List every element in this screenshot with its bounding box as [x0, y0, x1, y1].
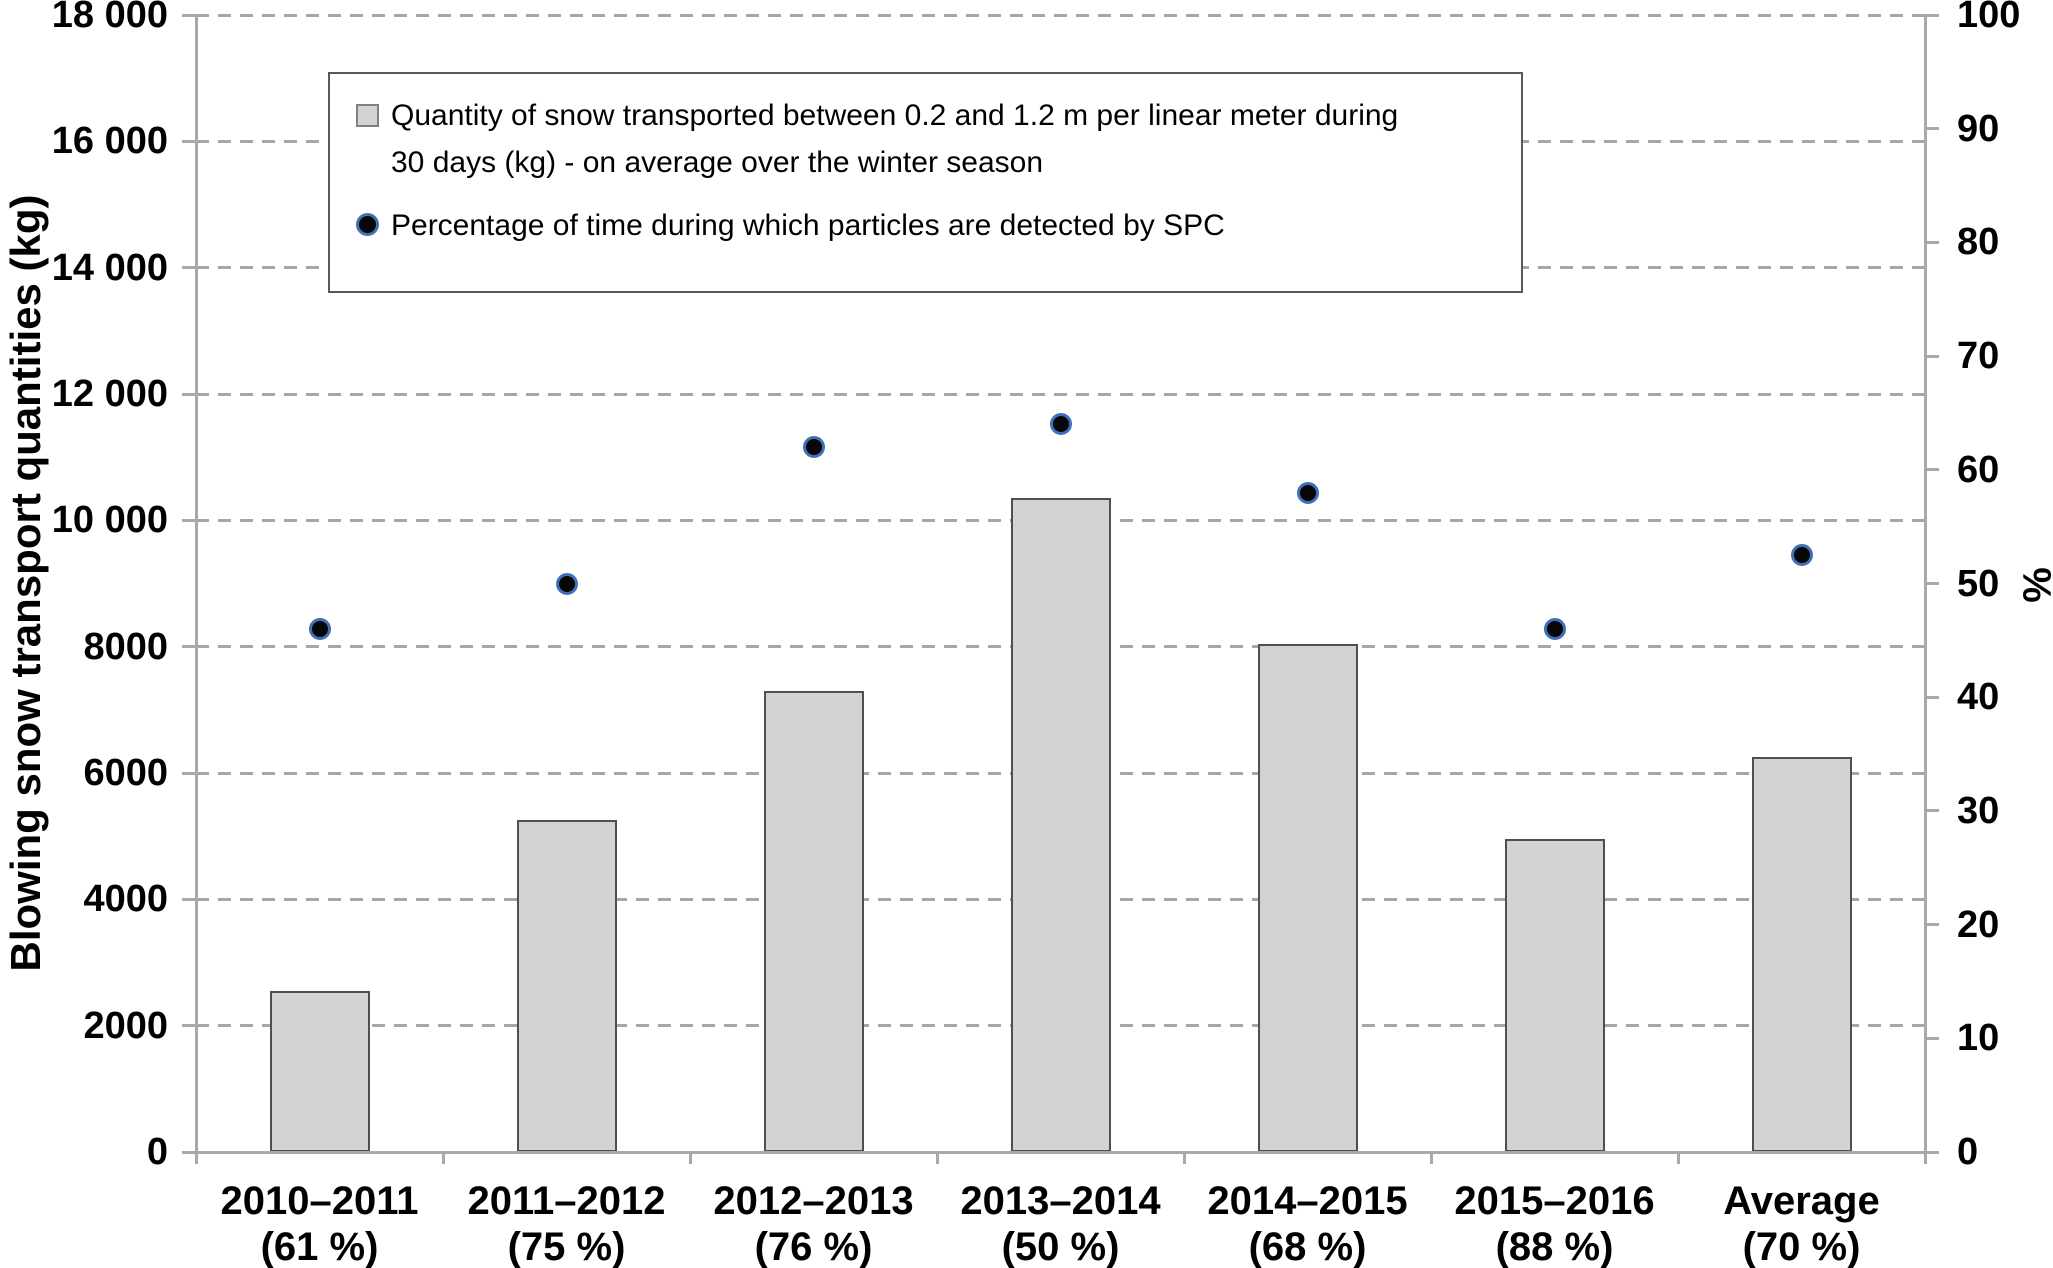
bar-2013–2014 — [1010, 498, 1111, 1152]
right-axis-tick-label: 40 — [1957, 676, 2000, 719]
spc-dot-2010–2011 — [308, 617, 331, 640]
right-axis-tick-label: 100 — [1957, 0, 2021, 36]
right-axis-tick-label: 80 — [1957, 221, 2000, 264]
bar-series-legend-marker — [356, 104, 379, 127]
right-axis-tick — [1925, 582, 1939, 585]
bar-2011–2012 — [516, 820, 617, 1152]
bar-Average — [1751, 757, 1852, 1152]
right-axis-tick-label: 0 — [1957, 1131, 1979, 1173]
left-axis-tick — [182, 518, 196, 522]
right-axis-tick — [1925, 1036, 1939, 1040]
x-category-label-Average: Average (70 %) — [1723, 1179, 1880, 1268]
left-axis-tick-label: 4000 — [83, 878, 168, 921]
spc-dot-2015–2016 — [1543, 617, 1566, 640]
right-axis-tick-label: 90 — [1957, 107, 2000, 150]
x-category-label-2010–2011: 2010–2011 (61 %) — [220, 1179, 419, 1268]
right-axis-tick — [1925, 1150, 1939, 1154]
x-axis-tick — [1429, 1152, 1433, 1164]
spc-dot-2012–2013 — [802, 436, 825, 459]
bar-2010–2011 — [269, 990, 370, 1152]
right-axis-tick-label: 10 — [1957, 1017, 2000, 1060]
y-gridline-18000 — [196, 13, 1925, 17]
legend-label-snow-quantity: Quantity of snow transported between 0.2… — [391, 99, 1399, 179]
left-axis-tick-label: 14 000 — [51, 246, 168, 289]
x-category-label-2013–2014: 2013–2014 (50 %) — [960, 1179, 1161, 1268]
left-y-axis-title: Blowing snow transport quantities (kg) — [2, 194, 49, 972]
x-axis-tick — [194, 1152, 198, 1164]
right-axis-tick-label: 20 — [1957, 903, 2000, 946]
left-axis-tick — [182, 13, 196, 17]
y-gridline-12000 — [196, 392, 1925, 396]
right-axis-tick-label: 70 — [1957, 335, 2000, 378]
right-axis-tick-label: 60 — [1957, 448, 2000, 491]
x-category-label-2012–2013: 2012–2013 (76 %) — [713, 1179, 914, 1268]
left-axis-tick — [182, 1150, 196, 1154]
left-axis-tick-label: 2000 — [83, 1004, 168, 1047]
left-y-axis-line — [194, 15, 198, 1164]
x-category-label-2014–2015: 2014–2015 (68 %) — [1207, 1179, 1408, 1268]
right-axis-tick — [1925, 354, 1939, 358]
right-axis-tick — [1925, 127, 1939, 131]
right-y-axis-line — [1923, 15, 1927, 1164]
spc-dot-Average — [1790, 544, 1813, 567]
x-axis-tick — [1182, 1152, 1186, 1164]
bar-2014–2015 — [1257, 643, 1358, 1152]
left-axis-tick-label: 8000 — [83, 625, 168, 668]
right-axis-tick — [1925, 923, 1939, 927]
bar-2012–2013 — [763, 690, 864, 1152]
left-axis-tick — [182, 897, 196, 901]
x-category-label-2015–2016: 2015–2016 (88 %) — [1454, 1179, 1655, 1268]
legend-item-spc-percentage: Percentage of time during which particle… — [356, 202, 1503, 249]
legend-label-spc-percentage: Percentage of time during which particle… — [391, 209, 1225, 242]
right-axis-tick — [1925, 240, 1939, 244]
left-axis-tick — [182, 645, 196, 649]
x-category-label-2011–2012: 2011–2012 (75 %) — [467, 1179, 666, 1268]
x-axis-tick — [688, 1152, 692, 1164]
left-axis-tick — [182, 266, 196, 270]
spc-dot-2014–2015 — [1296, 481, 1319, 504]
left-axis-tick-label: 18 000 — [51, 0, 168, 36]
x-axis-line — [196, 1150, 1925, 1154]
left-axis-tick-label: 6000 — [83, 752, 168, 794]
left-axis-tick-label: 10 000 — [51, 499, 168, 542]
left-axis-tick — [182, 139, 196, 143]
x-axis-tick — [1676, 1152, 1680, 1164]
x-axis-tick — [1923, 1152, 1927, 1164]
right-axis-tick — [1925, 809, 1939, 813]
bar-2015–2016 — [1504, 839, 1605, 1152]
left-axis-tick — [182, 771, 196, 775]
left-axis-tick — [182, 392, 196, 396]
left-axis-tick-label: 0 — [146, 1131, 168, 1173]
right-axis-tick — [1925, 13, 1939, 17]
scatter-series-legend-marker — [356, 213, 379, 236]
right-axis-tick — [1925, 695, 1939, 699]
x-axis-tick — [935, 1152, 939, 1164]
spc-dot-2013–2014 — [1049, 413, 1072, 436]
right-axis-tick-label: 30 — [1957, 789, 2000, 832]
left-axis-tick — [182, 1024, 196, 1028]
right-axis-tick — [1925, 468, 1939, 472]
right-axis-tick-label: 50 — [1957, 562, 2000, 605]
spc-dot-2011–2012 — [555, 572, 578, 595]
left-axis-tick-label: 12 000 — [51, 373, 168, 415]
x-axis-tick — [441, 1152, 445, 1164]
legend: Quantity of snow transported between 0.2… — [328, 72, 1523, 293]
legend-item-snow-quantity: Quantity of snow transported between 0.2… — [356, 92, 1503, 186]
left-axis-tick-label: 16 000 — [51, 120, 168, 163]
